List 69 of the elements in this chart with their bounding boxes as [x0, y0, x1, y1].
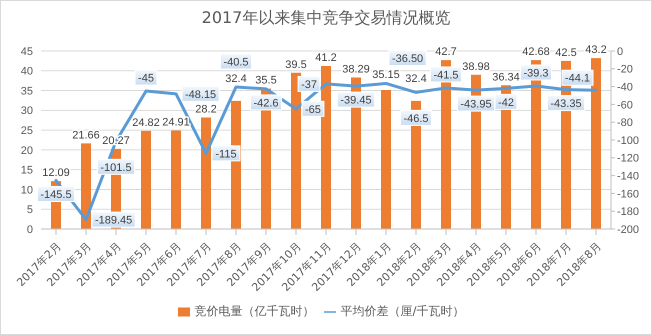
bar	[201, 117, 211, 229]
bar	[141, 130, 151, 229]
data-label: 42.68	[522, 46, 550, 58]
data-label: -48.15	[184, 88, 216, 101]
data-label: 42.5	[555, 46, 577, 59]
data-label: 38.98	[462, 60, 490, 73]
legend-label: 平均价差（厘/千瓦时）	[340, 304, 465, 318]
bar	[381, 90, 391, 229]
data-label: 35.15	[372, 68, 400, 81]
y-tick-label: 25	[20, 125, 33, 138]
y-tick-label: 30	[20, 105, 33, 118]
y2-tick-label: -160	[617, 188, 640, 200]
y2-tick-label: -60	[617, 99, 633, 112]
y-tick-label: 0	[26, 224, 33, 236]
legend-label: 竞价电量（亿千瓦时）	[194, 304, 314, 318]
y2-tick-label: -20	[617, 64, 633, 76]
data-label: -115	[215, 148, 237, 160]
y2-tick-label: -80	[617, 117, 633, 130]
data-label: -101.5	[100, 162, 132, 174]
y-tick-label: 10	[20, 184, 33, 196]
data-label: 42.7	[435, 46, 457, 58]
data-label: -40.5	[223, 56, 249, 69]
y-tick-label: 40	[20, 66, 33, 78]
data-label: -44.1	[564, 72, 590, 85]
data-label: -42.6	[253, 97, 279, 110]
data-label: 38.29	[342, 64, 370, 76]
data-label: 39.5	[285, 58, 307, 71]
y2-tick-label: -120	[617, 152, 640, 165]
bar	[591, 58, 601, 229]
y-tick-label: 35	[20, 85, 33, 98]
data-label: 24.82	[132, 116, 160, 129]
bar	[321, 66, 331, 229]
y-tick-label: 45	[20, 46, 33, 58]
data-label: -189.45	[94, 214, 132, 227]
data-label: -42	[498, 96, 514, 109]
y-tick-label: 5	[26, 204, 33, 216]
data-label: 24.91	[162, 116, 190, 128]
data-label: -36.50	[392, 52, 424, 65]
bar	[291, 72, 301, 229]
bar	[171, 130, 181, 229]
data-label: -39.45	[340, 94, 372, 107]
data-label: -41.5	[433, 69, 459, 82]
data-label: -145.5	[40, 188, 72, 201]
data-label: -46.5	[403, 112, 429, 125]
y-tick-label: 15	[20, 164, 33, 177]
data-label: -45	[138, 72, 154, 85]
data-label: 43.2	[585, 44, 607, 56]
data-label: 35.5	[255, 74, 277, 87]
y2-tick-label: 0	[617, 46, 624, 58]
data-label: 12.09	[42, 167, 70, 180]
y2-tick-label: -140	[617, 170, 640, 183]
data-label: 36.34	[492, 71, 520, 84]
chart-title: 2017年以来集中竞争交易情况概览	[200, 7, 452, 29]
data-label: 32.4	[225, 72, 247, 85]
data-label: -39.3	[523, 67, 549, 80]
data-label: 21.66	[72, 129, 100, 142]
y2-tick-label: -200	[617, 224, 640, 236]
bar	[81, 143, 91, 229]
data-label: -37	[301, 78, 318, 91]
data-label: 41.2	[315, 52, 337, 64]
data-label: 28.2	[195, 103, 217, 116]
data-label: -43.95	[460, 98, 492, 111]
y2-tick-label: -40	[617, 82, 633, 94]
y2-tick-label: -100	[617, 134, 640, 147]
y2-tick-label: -180	[617, 206, 640, 218]
data-label: -43.35	[550, 98, 582, 110]
y-tick-label: 20	[20, 144, 33, 157]
data-label: -65	[304, 104, 321, 116]
data-label: 32.4	[405, 72, 427, 85]
